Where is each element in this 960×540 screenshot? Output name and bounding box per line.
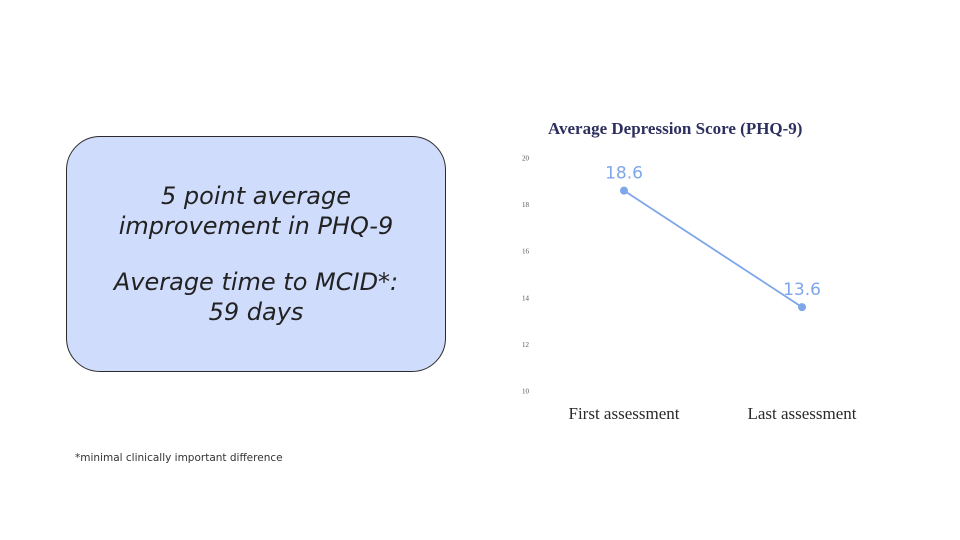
y-tick-label: 12 bbox=[522, 341, 530, 349]
series-line bbox=[623, 189, 803, 308]
callout-improvement-text: 5 point average improvement in PHQ-9 bbox=[118, 182, 394, 240]
x-category-label: First assessment bbox=[569, 404, 680, 423]
y-tick-label: 20 bbox=[522, 155, 530, 163]
data-label: 18.6 bbox=[605, 164, 643, 184]
y-tick-label: 10 bbox=[522, 388, 530, 396]
data-point bbox=[620, 186, 628, 195]
x-category-label: Last assessment bbox=[747, 404, 856, 423]
y-tick-label: 18 bbox=[522, 201, 530, 209]
series-layer: 18.6 13.6 bbox=[605, 164, 821, 312]
callout-mcid-text: Average time to MCID*: 59 days bbox=[113, 268, 399, 326]
x-axis-categories: First assessment Last assessment bbox=[569, 404, 857, 423]
summary-callout: 5 point average improvement in PHQ-9 Ave… bbox=[66, 136, 446, 372]
line-chart: 20 18 16 14 12 10 18.6 13.6 First assessment La… bbox=[522, 155, 857, 424]
footnote: *minimal clinically important difference bbox=[75, 452, 283, 464]
y-tick-label: 14 bbox=[522, 294, 530, 302]
y-tick-label: 16 bbox=[522, 248, 530, 256]
y-axis-ticks: 20 18 16 14 12 10 bbox=[522, 155, 530, 396]
data-point bbox=[798, 303, 806, 312]
data-label: 13.6 bbox=[783, 280, 821, 300]
chart-title: Average Depression Score (PHQ-9) bbox=[548, 119, 803, 138]
